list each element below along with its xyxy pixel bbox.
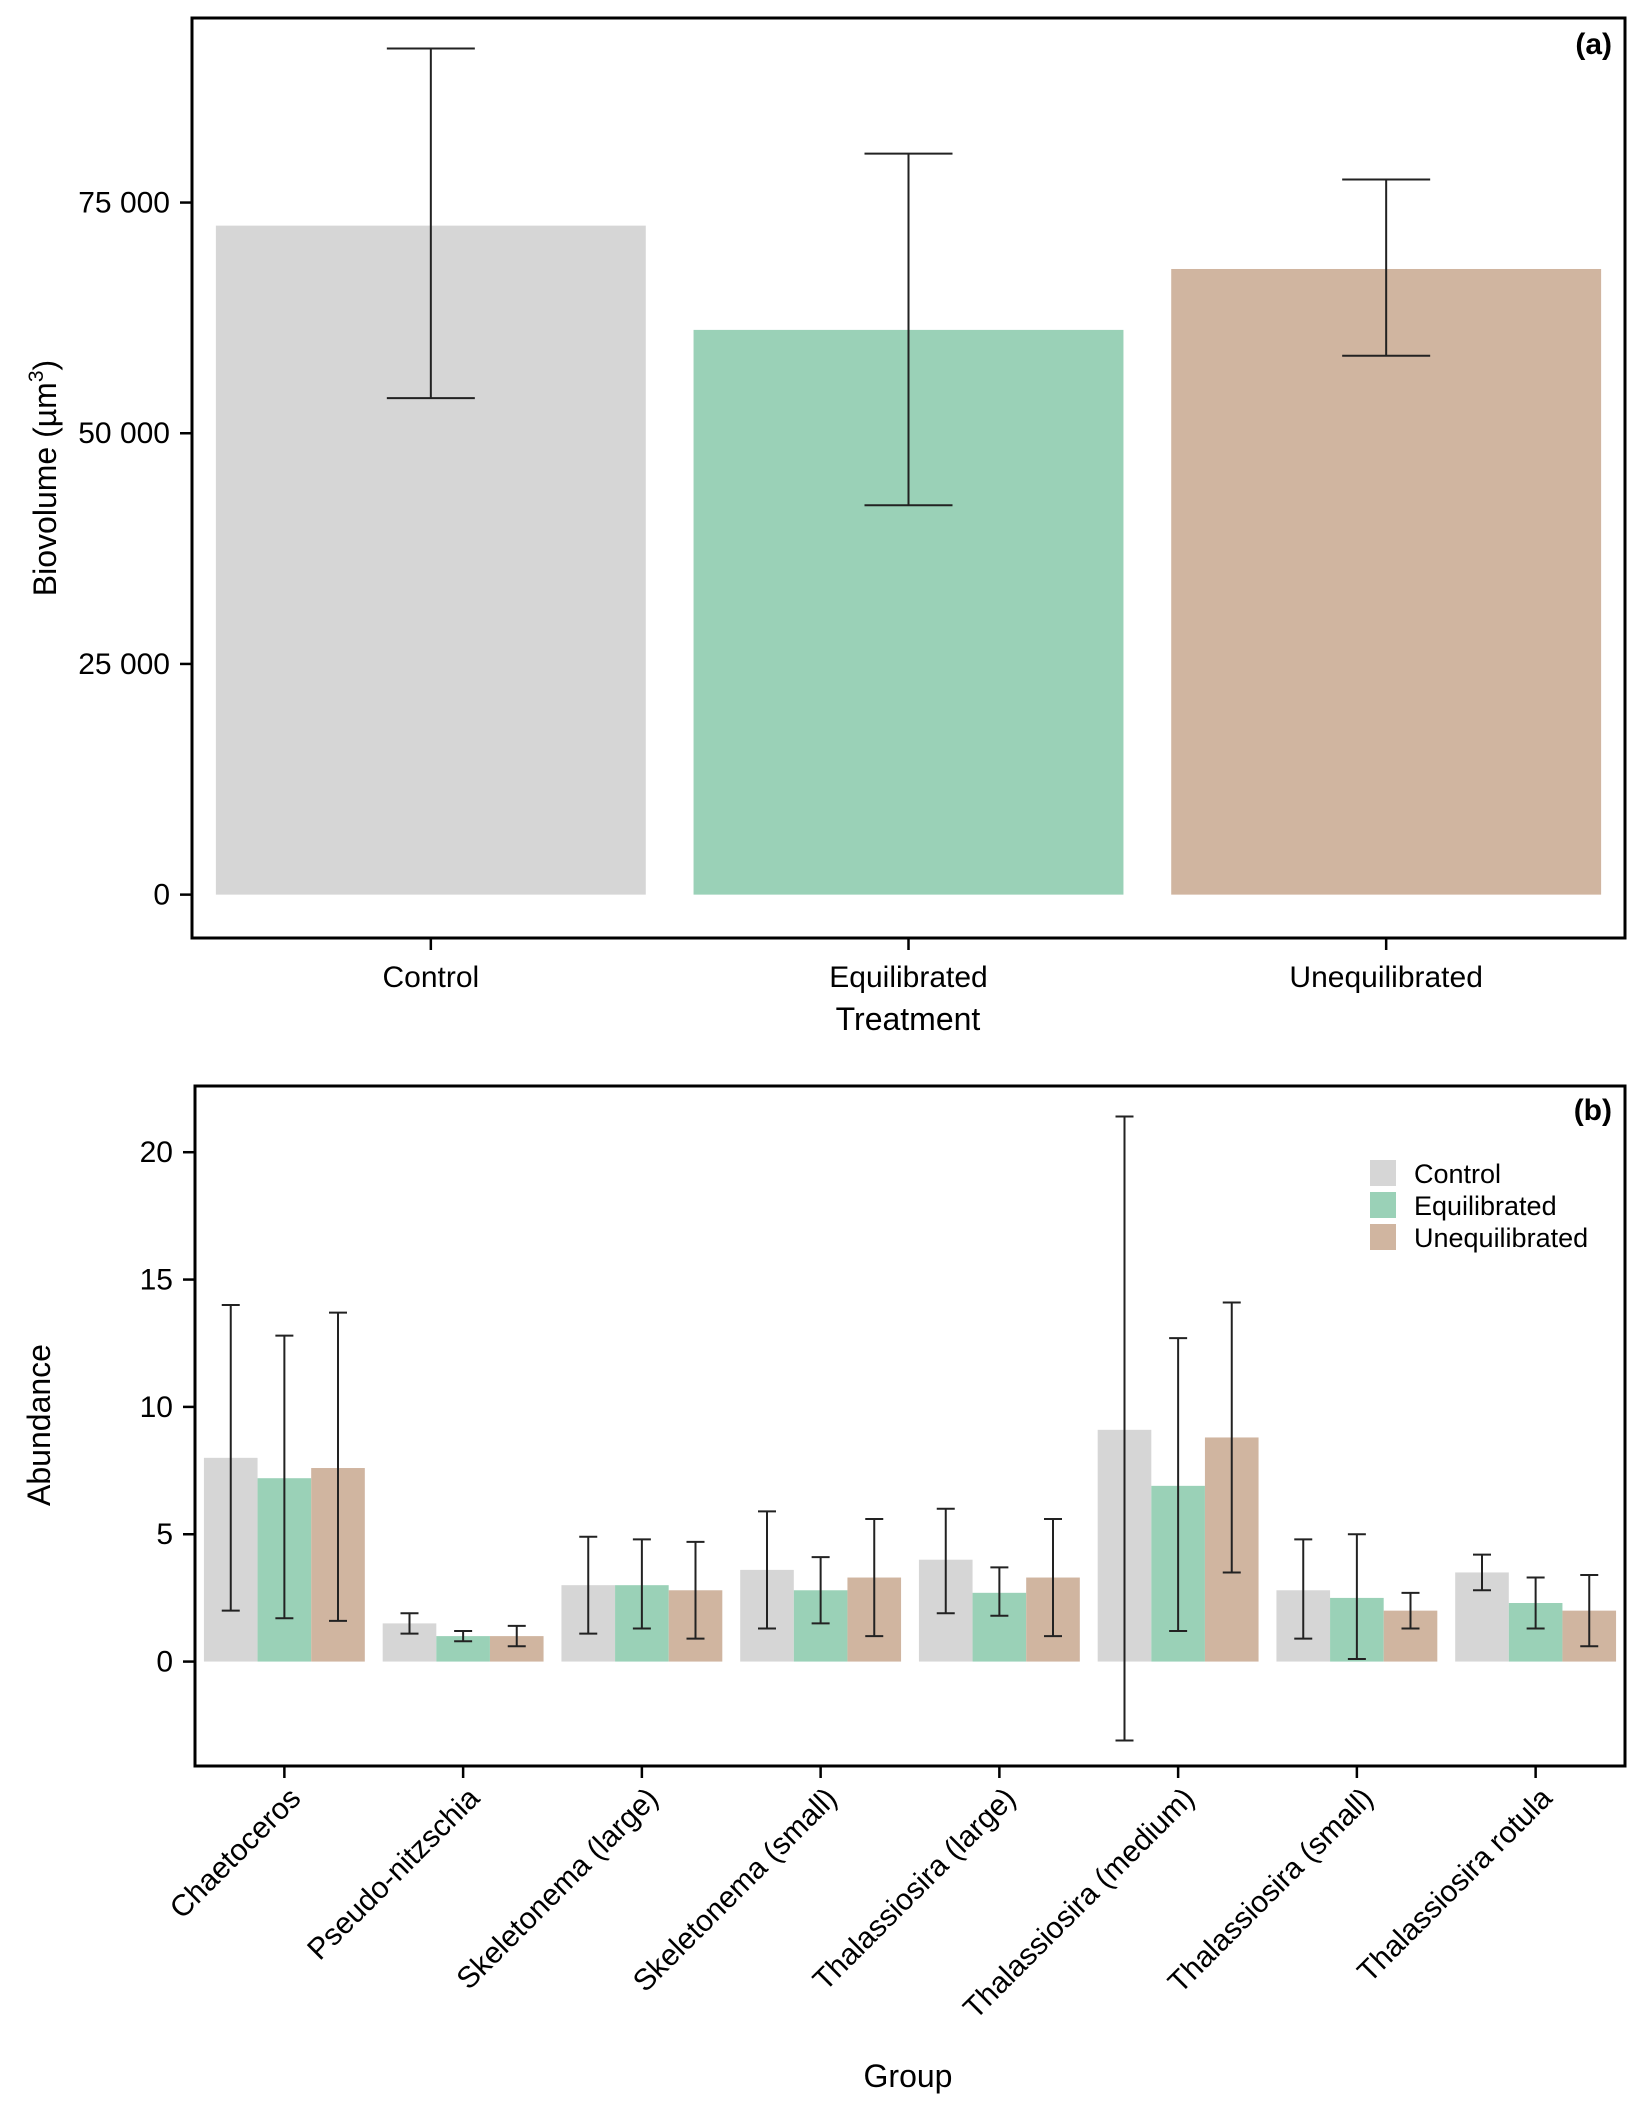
legend-swatch-equilibrated [1370, 1192, 1396, 1218]
legend-label-unequilibrated: Unequilibrated [1414, 1223, 1588, 1253]
x-tick-label-control: Control [382, 961, 479, 994]
y-title-main: Biovolume ( [27, 427, 63, 596]
error-bar-thalassiosira-small-control [1294, 1538, 1313, 1640]
panel-b-label: (b) [1574, 1094, 1612, 1127]
error-bar-thalassiosira-large-control [936, 1507, 955, 1615]
error-bar-skeletonema-large-equilibrated [632, 1538, 651, 1630]
error-bar-pseudo-nitzschia-control [400, 1612, 419, 1635]
panel-a-error-bars [386, 47, 1431, 507]
y-tick-label: 75 000 [78, 187, 170, 220]
x-tick-label-unequilibrated: Unequilibrated [1289, 961, 1482, 994]
y-tick-label: 20 [140, 1136, 173, 1169]
error-bar-thalassiosira-rotula-equilibrated [1526, 1576, 1545, 1630]
legend-label-equilibrated: Equilibrated [1414, 1191, 1557, 1221]
x-tick-label-thalassiosira-rotula: Thalassiosira rotula [1351, 1781, 1558, 1988]
y-tick-label: 25 000 [78, 648, 170, 681]
panel-a-bars [215, 225, 1602, 895]
error-bar-thalassiosira-small-unequilibrated [1401, 1591, 1420, 1630]
legend: Control Equilibrated Unequilibrated [1370, 1159, 1588, 1253]
error-bar-pseudo-nitzschia-unequilibrated [507, 1624, 526, 1648]
panel-a-y-axis: 0 25 000 50 000 75 000 [78, 187, 192, 912]
y-tick-label: 0 [153, 879, 170, 912]
panel-a-label: (a) [1575, 28, 1612, 61]
y-tick-label: 50 000 [78, 417, 170, 450]
x-tick-label-thalassiosira-large: Thalassiosira (large) [807, 1782, 1023, 1998]
error-bar-chaetoceros-equilibrated [275, 1334, 294, 1620]
error-bar-thalassiosira-medium-equilibrated [1169, 1337, 1188, 1633]
error-bar-skeletonema-small-control [758, 1510, 776, 1630]
y-tick-label: 10 [140, 1391, 173, 1424]
x-tick-label-chaetoceros: Chaetoceros [164, 1782, 308, 1926]
panel-b: (b) 0 5 10 15 20 ChaetocerosPseudo-nitzschia… [21, 1084, 1627, 2094]
y-title-close: ) [27, 360, 63, 371]
x-tick-label-equilibrated: Equilibrated [829, 961, 987, 994]
y-tick-label: 15 [140, 1264, 173, 1297]
error-bar-equilibrated [864, 152, 953, 507]
error-bar-thalassiosira-small-equilibrated [1347, 1533, 1366, 1661]
error-bar-skeletonema-large-control [579, 1535, 598, 1635]
x-tick-label-thalassiosira-small: Thalassiosira (small) [1162, 1782, 1380, 2000]
error-bar-skeletonema-large-unequilibrated [686, 1540, 705, 1640]
error-bar-thalassiosira-large-equilibrated [990, 1566, 1009, 1617]
panel-b-frame [193, 1084, 1627, 1768]
x-tick-label-skeletonema-small: Skeletonema (small) [627, 1782, 844, 1999]
error-bar-thalassiosira-medium-control [1115, 1115, 1134, 1742]
error-bar-skeletonema-small-equilibrated [811, 1556, 830, 1625]
panel-b-bars [203, 1429, 1617, 1662]
error-bar-thalassiosira-rotula-unequilibrated [1580, 1573, 1599, 1648]
error-bar-thalassiosira-medium-unequilibrated [1222, 1301, 1241, 1574]
error-bar-unequilibrated [1342, 178, 1431, 357]
y-title-exponent: 3 [25, 370, 48, 382]
x-tick-label-pseudo-nitzschia: Pseudo-nitzschia [301, 1781, 486, 1966]
legend-swatch-control [1370, 1160, 1396, 1186]
panel-b-x-axis-title: Group [864, 2058, 953, 2094]
panel-b-y-axis-title: Abundance [21, 1344, 57, 1506]
panel-b-y-axis: 0 5 10 15 20 [140, 1136, 195, 1679]
panel-a: (a) 0 25 000 50 000 75 000 Control Equilibra… [25, 16, 1627, 1037]
error-bar-control [386, 47, 475, 400]
error-bar-thalassiosira-rotula-control [1473, 1553, 1491, 1592]
legend-swatch-unequilibrated [1370, 1224, 1396, 1250]
panel-a-x-axis: Control Equilibrated Unequilibrated [382, 938, 1483, 994]
y-title-unit: µm [27, 382, 63, 427]
error-bar-thalassiosira-large-unequilibrated [1044, 1517, 1062, 1638]
x-tick-label-skeletonema-large: Skeletonema (large) [450, 1782, 664, 1996]
legend-label-control: Control [1414, 1159, 1501, 1189]
error-bar-pseudo-nitzschia-equilibrated [454, 1630, 473, 1643]
error-bar-chaetoceros-control [221, 1304, 240, 1612]
y-tick-label: 5 [156, 1518, 173, 1551]
y-tick-label: 0 [156, 1646, 173, 1679]
panel-a-y-axis-title: Biovolume (µm3) [25, 360, 63, 596]
error-bar-skeletonema-small-unequilibrated [865, 1517, 884, 1638]
panel-b-error-bars [221, 1115, 1599, 1742]
bar-unequilibrated [1171, 268, 1602, 895]
error-bar-chaetoceros-unequilibrated [329, 1311, 347, 1622]
panel-a-x-axis-title: Treatment [836, 1001, 981, 1037]
